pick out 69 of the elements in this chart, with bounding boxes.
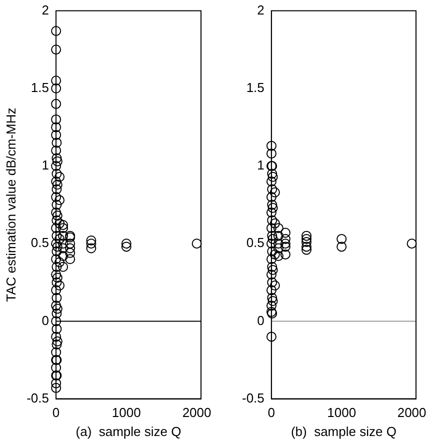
x-tick-label: 1000 (112, 405, 141, 420)
point (266, 238, 276, 249)
point (406, 238, 417, 249)
point (266, 254, 276, 264)
point (267, 184, 278, 194)
point (267, 277, 278, 288)
point (273, 243, 284, 254)
y-tick-label: 0.5 (30, 235, 49, 250)
point (267, 200, 278, 210)
point (270, 218, 280, 228)
y-tick-label: 0 (257, 312, 264, 328)
point (267, 292, 278, 303)
point (280, 238, 290, 249)
point (268, 234, 278, 244)
y-tick-label: 1 (42, 158, 49, 173)
point (266, 148, 276, 159)
point (267, 168, 278, 179)
point (266, 285, 276, 296)
point (267, 230, 278, 241)
point (302, 230, 312, 241)
point (336, 234, 347, 244)
point (267, 246, 278, 256)
x-tick-label: 2000 (397, 405, 426, 420)
y-tick-label: -0.5 (242, 390, 264, 406)
point (270, 187, 280, 198)
point (270, 280, 280, 291)
y-tick-label: 2 (42, 2, 49, 18)
x-tick-label: 0 (52, 405, 60, 420)
point (268, 202, 278, 213)
x-tick-label: 1000 (327, 405, 356, 420)
point (266, 223, 276, 234)
y-tick-label: 0.5 (246, 235, 264, 250)
point (302, 244, 312, 255)
point (280, 242, 290, 252)
point (273, 230, 284, 241)
point (266, 176, 276, 187)
y-tick-label: 1.5 (246, 80, 264, 95)
point (302, 237, 312, 248)
y-tick-label: 2 (257, 2, 264, 18)
y-tick-label: 1 (257, 158, 264, 173)
point (266, 270, 276, 280)
point (266, 140, 276, 151)
x-tick-label: 2000 (182, 405, 212, 420)
point (302, 234, 312, 244)
point (302, 242, 312, 252)
point (270, 249, 280, 260)
point (266, 300, 276, 311)
point (273, 223, 284, 234)
point (268, 264, 278, 275)
x-tick-label: 0 (268, 405, 276, 420)
point (280, 228, 290, 238)
point (273, 251, 284, 262)
y-tick-label: 1.5 (30, 80, 49, 95)
point (267, 215, 278, 226)
point (267, 262, 278, 272)
point (266, 208, 276, 218)
x-axis-title: (b) sample size Q (290, 424, 396, 439)
point (266, 192, 276, 202)
y-tick-label: -0.5 (26, 390, 49, 406)
x-axis-title: (a) sample size Q (76, 424, 182, 439)
y-axis-title: TAC estimation value dB/cm-MHz (3, 108, 18, 302)
point (336, 242, 347, 252)
point (280, 234, 290, 244)
y-tick-label: 0 (42, 312, 49, 328)
point (268, 296, 278, 306)
point (268, 172, 278, 182)
point (266, 332, 276, 342)
point (273, 238, 284, 249)
point (280, 249, 290, 260)
